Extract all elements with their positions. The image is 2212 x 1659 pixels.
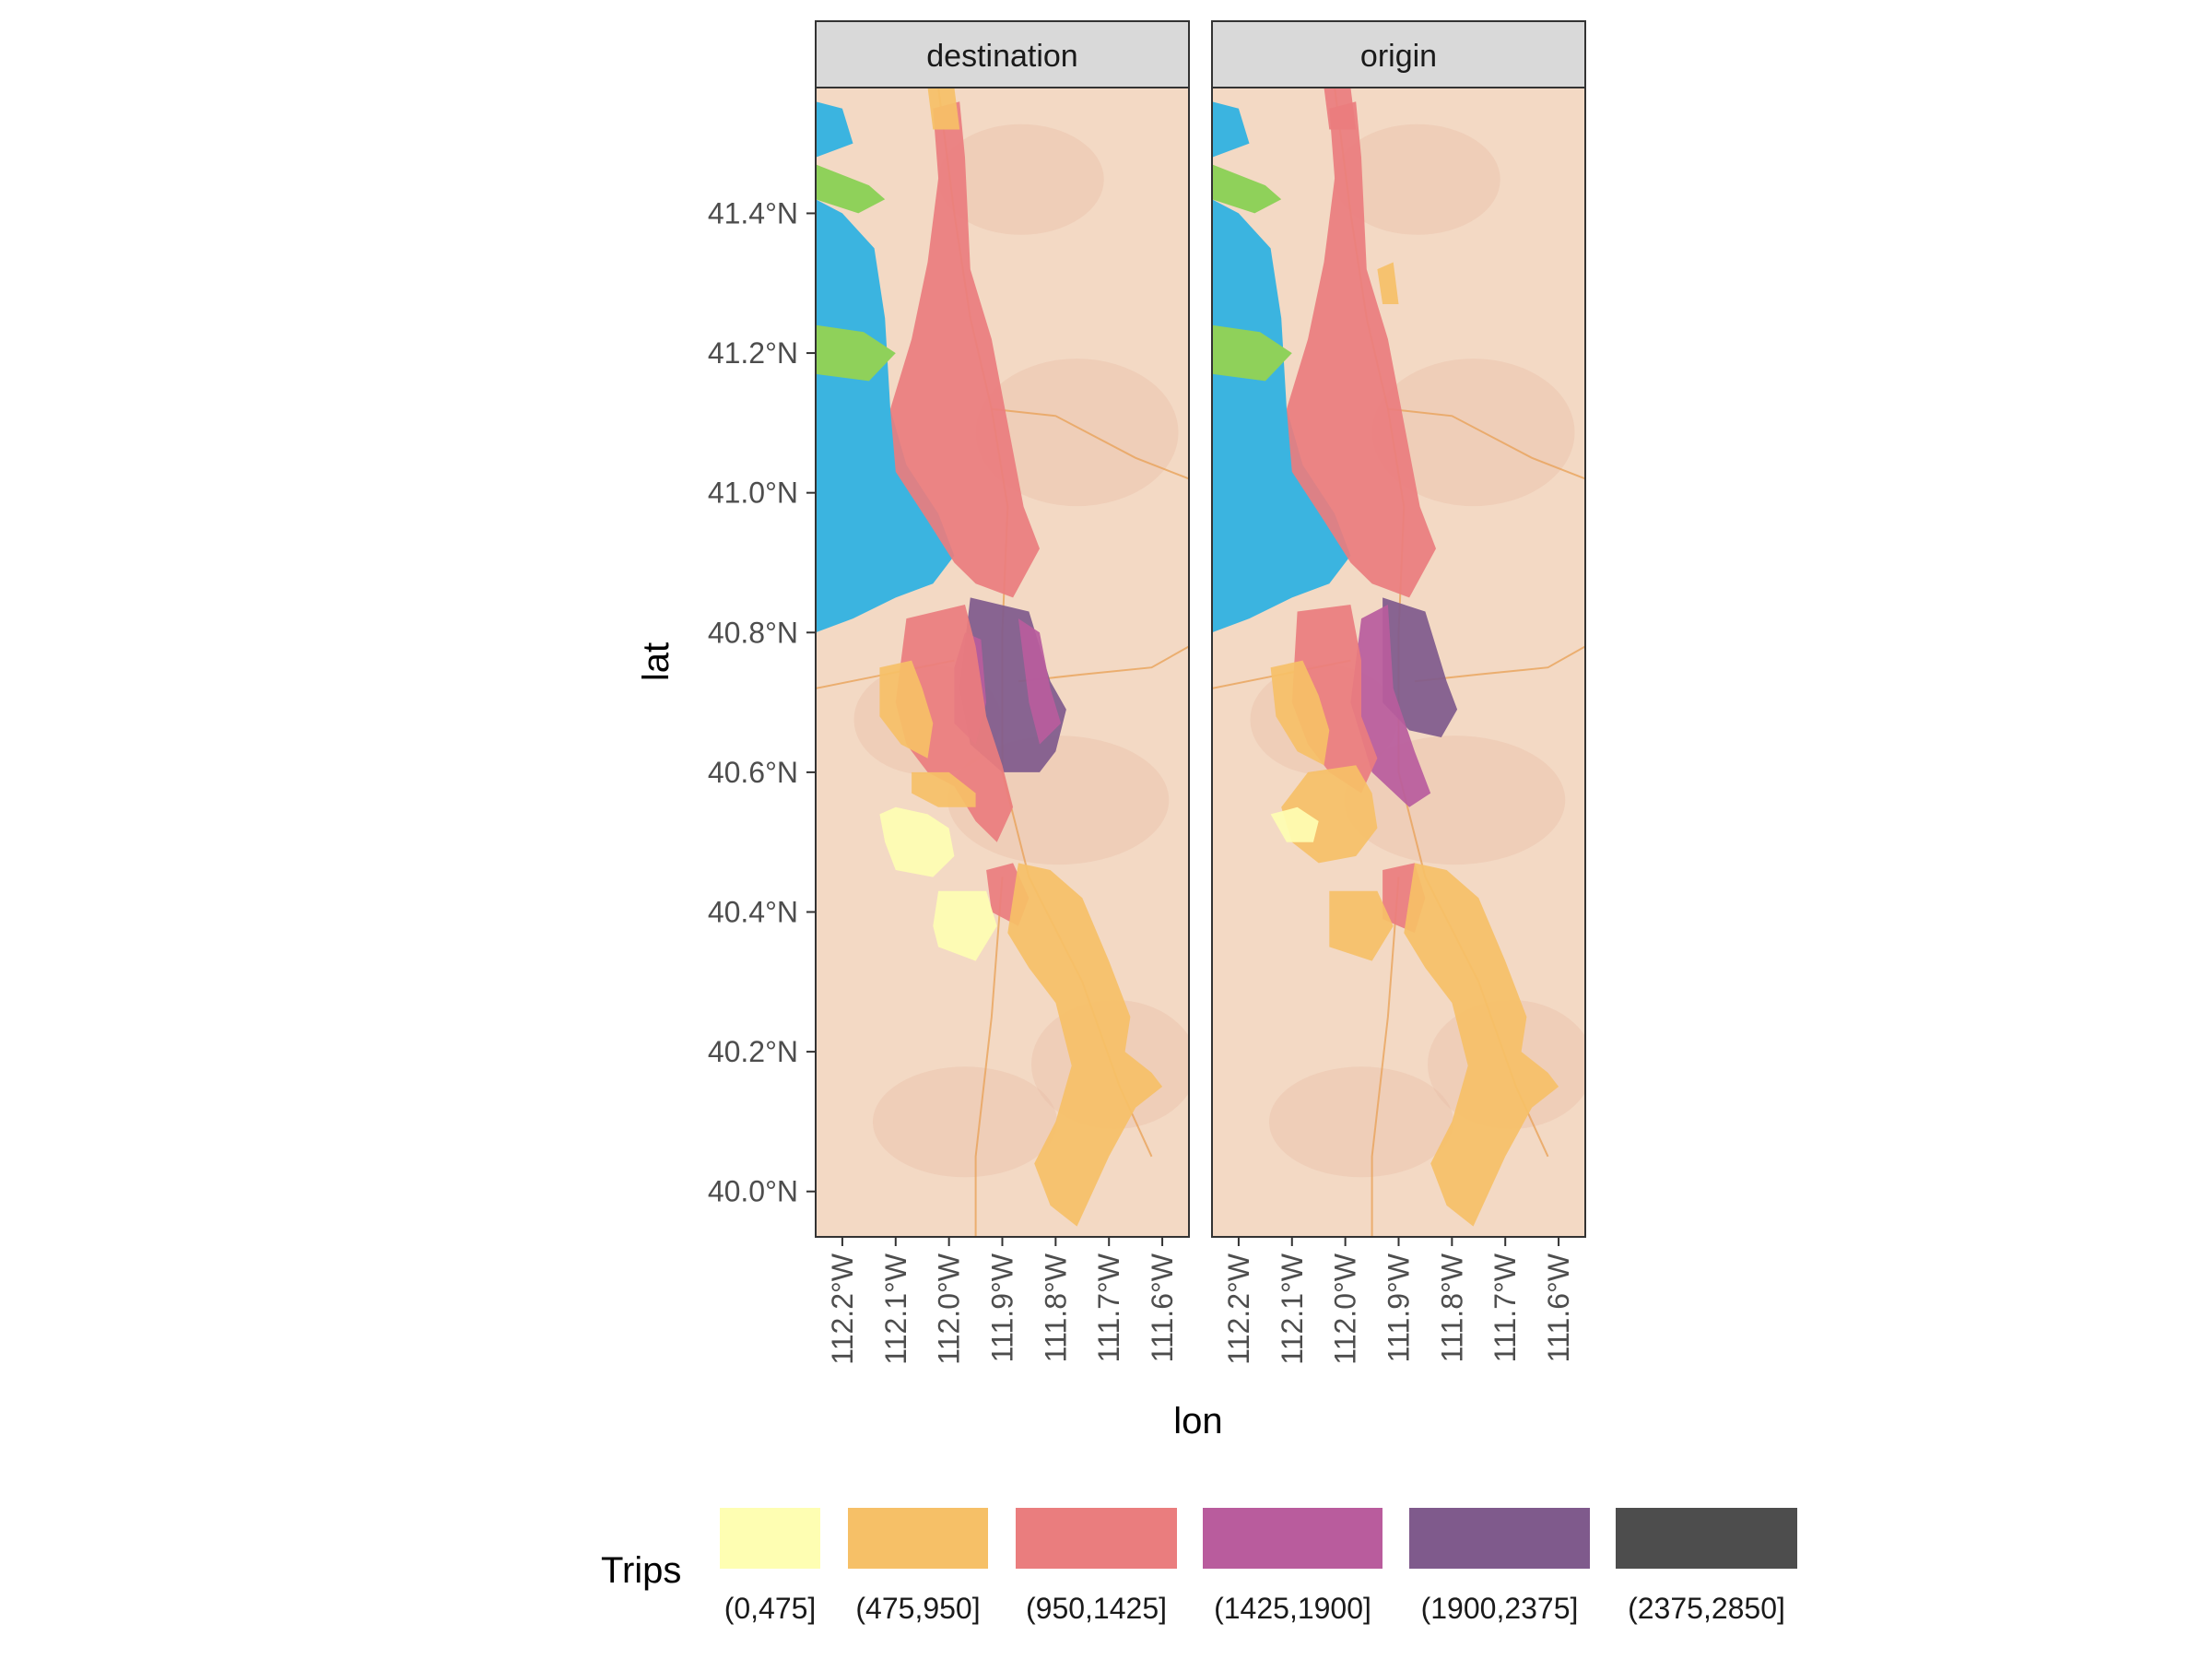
legend-key	[1616, 1508, 1797, 1569]
basemap-texture	[1371, 359, 1575, 507]
y-axis-title: lat	[636, 642, 677, 681]
x-axis-origin: 112.2°W 112.1°W 112.0°W 111.9°W 111.8°W 111.7…	[1222, 1237, 1575, 1365]
y-tick-label: 40.0°N	[708, 1175, 798, 1208]
legend-key	[1016, 1508, 1177, 1569]
region-north-tip	[927, 88, 960, 130]
x-tick-label: 111.9°W	[986, 1253, 1019, 1362]
basemap-road	[974, 877, 1004, 1237]
y-axis: 40.0°N 40.2°N 40.4°N 40.6°N 40.8°N 41.0°N 41.2…	[708, 196, 816, 1208]
region-north-corridor	[1287, 101, 1436, 598]
x-tick-label: 111.8°W	[1435, 1253, 1468, 1362]
facet-label-origin: origin	[1360, 39, 1437, 74]
y-tick-label: 41.0°N	[708, 477, 798, 510]
legend: Trips (0,475] (475,950] (950,1425] (1425,19…	[601, 1508, 1797, 1625]
basemap-texture	[1334, 124, 1500, 235]
basemap-road	[991, 407, 1189, 480]
legend-title: Trips	[601, 1550, 681, 1591]
basemap-road	[1414, 645, 1585, 683]
x-tick-label: 112.0°W	[1329, 1253, 1362, 1365]
basemap-road	[1371, 877, 1400, 1237]
basemap-lake-north	[1212, 101, 1250, 158]
x-axis-title: lon	[1173, 1401, 1222, 1441]
map-panel-origin	[1212, 88, 1585, 1237]
facet-label-destination: destination	[926, 39, 1077, 74]
x-axis-destination: 112.2°W 112.1°W 112.0°W 111.9°W 111.8°W 111.7…	[826, 1237, 1179, 1365]
legend-label: (950,1425]	[1026, 1592, 1167, 1625]
region-north-corridor	[890, 101, 1040, 598]
basemap-road	[1018, 645, 1189, 683]
x-tick-label: 112.1°W	[879, 1253, 912, 1365]
legend-label: (2375,2850]	[1628, 1592, 1785, 1625]
y-tick-label: 41.4°N	[708, 196, 798, 229]
y-tick-label: 40.8°N	[708, 616, 798, 649]
basemap-wetland	[816, 164, 886, 214]
y-tick-label: 41.2°N	[708, 336, 798, 370]
region-west-valley-orange	[879, 660, 934, 759]
legend-label: (1425,1900]	[1214, 1592, 1371, 1625]
region-core-purple	[1382, 597, 1458, 737]
basemap-wetland	[1212, 164, 1282, 214]
facet-strip-destination: destination	[815, 20, 1190, 88]
basemap-lake	[816, 199, 955, 633]
basemap-texture	[1269, 1066, 1453, 1178]
region-southwest-yellow	[879, 806, 955, 877]
region-north-tip	[1324, 88, 1357, 130]
x-tick-label: 111.7°W	[1488, 1253, 1522, 1362]
y-tick-label: 40.4°N	[708, 896, 798, 929]
basemap-road	[1387, 407, 1585, 480]
y-tick-label: 40.2°N	[708, 1035, 798, 1068]
legend-key	[1203, 1508, 1382, 1569]
x-tick-label: 111.9°W	[1382, 1253, 1416, 1362]
region-utah-county-orange	[1007, 863, 1163, 1227]
basemap-wetland	[1212, 324, 1292, 382]
legend-label: (0,475]	[724, 1592, 817, 1625]
basemap-lake-north	[816, 101, 853, 158]
region-utah-county-orange	[1404, 863, 1559, 1227]
y-tick-label: 40.6°N	[708, 756, 798, 789]
x-tick-label: 111.6°W	[1542, 1253, 1575, 1362]
region-west-valley-orange	[1270, 660, 1330, 766]
legend-key	[720, 1508, 820, 1569]
x-tick-label: 111.6°W	[1146, 1253, 1179, 1362]
map-panel-destination	[816, 88, 1189, 1237]
basemap-lake	[1212, 199, 1351, 633]
basemap-texture	[873, 1066, 1057, 1178]
region-south-valley-orange	[912, 771, 976, 807]
x-tick-label: 112.2°W	[1222, 1253, 1255, 1365]
basemap-texture	[937, 124, 1104, 235]
x-tick-label: 112.2°W	[826, 1253, 859, 1365]
facet-strip-origin: origin	[1211, 20, 1586, 88]
region-southwest-yellow	[1270, 806, 1319, 842]
legend-key	[848, 1508, 988, 1569]
region-kaysville-orange	[1377, 262, 1399, 304]
legend-label: (475,950]	[855, 1592, 980, 1625]
x-tick-label: 112.0°W	[933, 1253, 966, 1365]
x-tick-label: 111.8°W	[1039, 1253, 1072, 1362]
region-core-magenta-east	[1018, 618, 1062, 745]
legend-key	[1409, 1508, 1590, 1569]
x-tick-label: 111.7°W	[1092, 1253, 1125, 1362]
region-lehi-yellow	[933, 890, 997, 961]
basemap-wetland	[816, 324, 896, 382]
basemap-texture	[975, 359, 1179, 507]
region-lehi-orange	[1329, 890, 1394, 961]
legend-label: (1900,2375]	[1421, 1592, 1579, 1625]
region-west-valley-red	[895, 605, 1014, 842]
x-tick-label: 112.1°W	[1276, 1253, 1309, 1365]
